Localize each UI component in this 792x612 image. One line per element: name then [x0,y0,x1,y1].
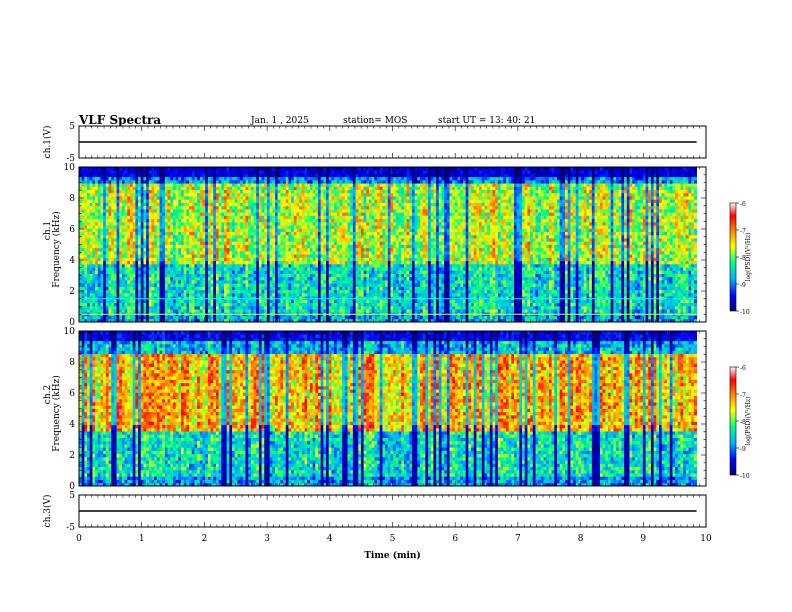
ch2-spectrogram [79,331,697,487]
x-tick-label: 0 [76,534,82,544]
y-tick-label: -5 [66,154,75,164]
x-tick-label: 1 [139,534,145,544]
y-tick-label: -5 [66,523,75,533]
station-label: station= MOS [343,116,407,126]
colorbar-label: log(PSD)(V²/Hz) [745,397,752,446]
x-tick-label: 5 [390,534,396,544]
colorbar-tick-label: -10 [740,309,750,316]
x-tick-label: 10 [700,534,712,544]
colorbar-tick-label: -6 [740,201,746,208]
channel-label: ch.1 [43,221,53,240]
colorbar [729,202,737,312]
start-time-label: start UT = 13: 40: 21 [438,116,535,126]
x-tick-label: 7 [515,534,521,544]
y-axis-label: ch.3(V) [42,495,53,528]
colorbar-tick-label: -9 [740,282,746,289]
y-tick-label: 4 [69,420,75,430]
colorbar-tick-label: -7 [740,228,746,235]
y-tick-label: 2 [69,451,75,461]
y-tick-label: 5 [69,122,75,132]
y-tick-label: 10 [64,163,76,173]
channel-label: ch.2 [43,385,53,404]
y-tick-label: 6 [69,225,75,235]
y-tick-label: 5 [69,491,75,501]
figure-title: VLF Spectra [79,113,161,127]
y-tick-label: 4 [69,256,75,266]
colorbar-tick-label: -8 [740,419,746,426]
colorbar [729,366,737,476]
date-label: Jan. 1 , 2025 [251,116,309,126]
x-tick-label: 8 [578,534,584,544]
x-axis-label: Time (min) [364,550,421,561]
x-tick-label: 9 [640,534,646,544]
y-tick-label: 10 [64,327,76,337]
colorbar-tick-label: -6 [740,365,746,372]
y-tick-label: 2 [69,287,75,297]
y-tick-label: 0 [69,318,75,328]
y-tick-label: 6 [69,389,75,399]
y-tick-label: 0 [69,482,75,492]
x-tick-label: 2 [202,534,208,544]
y-tick-label: 8 [69,194,75,204]
colorbar-tick-label: -9 [740,446,746,453]
y-axis-label: Frequency (kHz) [51,375,62,452]
x-tick-label: 6 [452,534,458,544]
y-axis-label: Frequency (kHz) [51,211,62,288]
colorbar-tick-label: -8 [740,255,746,262]
colorbar-tick-label: -7 [740,392,746,399]
y-axis-label: ch.1(V) [42,126,53,159]
colorbar-label: log(PSD)(V²/Hz) [745,233,752,282]
x-tick-label: 3 [264,534,270,544]
y-tick-label: 8 [69,358,75,368]
ch1-spectrogram [79,167,697,323]
colorbar-tick-label: -10 [740,473,750,480]
x-tick-label: 4 [327,534,333,544]
